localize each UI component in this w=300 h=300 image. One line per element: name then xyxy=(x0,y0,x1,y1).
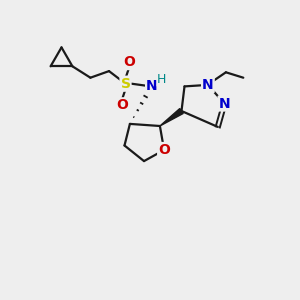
Text: O: O xyxy=(123,55,135,69)
Polygon shape xyxy=(160,109,183,126)
Text: N: N xyxy=(202,78,214,92)
Text: S: S xyxy=(121,77,130,91)
Text: N: N xyxy=(219,97,230,110)
Text: O: O xyxy=(116,98,128,112)
Text: H: H xyxy=(157,73,166,86)
Text: O: O xyxy=(158,143,170,157)
Text: N: N xyxy=(146,79,158,93)
